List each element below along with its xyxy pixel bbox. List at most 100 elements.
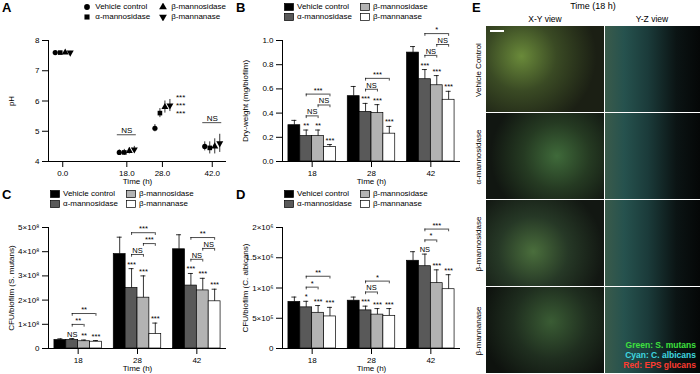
svg-text:3×10⁸: 3×10⁸ [18,271,39,280]
svg-text:0.6: 0.6 [262,84,274,93]
svg-text:Time (h): Time (h) [123,177,153,186]
svg-text:0.0: 0.0 [262,157,274,166]
svg-text:NS: NS [437,36,447,45]
svg-text:NS: NS [319,96,329,105]
svg-text:***: *** [145,235,154,244]
svg-text:NS: NS [307,107,317,116]
html-text:A: A [2,0,12,15]
svg-text:***: *** [373,300,382,309]
svg-text:NS: NS [121,126,132,135]
svg-text:*: * [311,279,314,288]
svg-text:***: *** [326,298,335,307]
svg-text:NS: NS [366,283,376,292]
svg-text:5: 5 [35,127,40,136]
svg-text:***: *** [127,260,136,269]
svg-text:4: 4 [35,157,40,166]
svg-text:***: *** [151,314,160,323]
svg-text:0: 0 [269,344,274,353]
svg-text:0.8: 0.8 [262,60,274,69]
svg-text:0.4: 0.4 [262,109,274,118]
svg-text:1.5×10⁶: 1.5×10⁶ [245,253,274,263]
svg-text:18: 18 [308,169,317,178]
svg-text:NS: NS [203,240,213,249]
svg-text:18: 18 [74,356,83,365]
html-text:X-Y view: X-Y view [528,14,562,24]
svg-text:***: *** [176,109,185,118]
svg-text:NS: NS [67,330,77,339]
svg-text:**: ** [315,121,321,130]
svg-text:28.0: 28.0 [155,169,171,178]
svg-text:Time (h): Time (h) [357,177,387,186]
svg-text:***: *** [432,261,441,270]
svg-text:***: *** [139,267,148,276]
svg-text:***: *** [361,94,370,103]
svg-text:***: *** [139,224,148,233]
svg-text:*: * [376,273,379,282]
svg-text:***: *** [176,93,185,102]
svg-text:5×10⁵: 5×10⁵ [252,314,273,323]
svg-text:***: *** [326,136,335,145]
svg-text:***: *** [432,67,441,76]
svg-text:***: *** [432,221,441,230]
svg-text:***: *** [444,82,453,91]
svg-text:***: *** [176,101,185,110]
svg-text:*: * [429,231,432,240]
svg-text:***: *** [210,280,219,289]
svg-text:***: *** [314,297,323,306]
svg-text:7: 7 [35,66,40,75]
svg-text:42: 42 [426,356,435,365]
svg-text:**: ** [200,229,206,238]
svg-text:0: 0 [35,344,40,353]
svg-text:*: * [305,292,308,301]
svg-text:NS: NS [207,114,218,123]
svg-text:***: *** [444,266,453,275]
svg-text:***: *** [198,269,207,278]
svg-text:***: *** [187,264,196,273]
svg-text:NS: NS [366,81,376,90]
svg-text:***: *** [92,332,101,341]
svg-text:42: 42 [426,169,435,178]
svg-text:***: *** [385,300,394,309]
svg-text:Time (h): Time (h) [357,364,387,373]
svg-text:1.0: 1.0 [262,36,274,45]
svg-text:0.2: 0.2 [262,133,274,142]
html-text:B: B [236,0,246,15]
svg-text:18: 18 [308,356,317,365]
svg-text:1×10⁸: 1×10⁸ [18,320,39,329]
svg-text:2×10⁶: 2×10⁶ [252,223,273,232]
svg-text:CFU/biofilm (S. mutans): CFU/biofilm (S. mutans) [7,245,16,331]
svg-text:Time (h): Time (h) [123,364,153,373]
svg-text:**: ** [303,121,309,130]
html-text:D: D [236,187,246,202]
svg-text:**: ** [75,316,81,325]
svg-text:***: *** [385,117,394,126]
svg-text:**: ** [81,331,87,340]
svg-text:0.0: 0.0 [57,169,69,178]
html-text:C: C [2,187,12,202]
svg-text:NS: NS [132,246,142,255]
svg-text:***: *** [314,86,323,95]
svg-text:18.0: 18.0 [119,169,135,179]
svg-text:**: ** [315,268,321,277]
svg-text:NS: NS [420,245,430,254]
svg-text:*: * [435,25,438,34]
svg-text:5×10⁸: 5×10⁸ [18,223,39,232]
svg-text:pH: pH [7,96,16,106]
svg-text:***: *** [373,70,382,79]
svg-text:***: *** [373,96,382,105]
svg-text:42.0: 42.0 [204,169,220,178]
svg-text:4×10⁸: 4×10⁸ [18,247,39,256]
svg-text:1×10⁶: 1×10⁶ [252,284,273,293]
svg-text:***: *** [421,61,430,70]
svg-text:8: 8 [35,36,40,45]
svg-text:***: *** [361,297,370,306]
svg-text:2×10⁸: 2×10⁸ [18,296,39,305]
svg-text:NS: NS [192,251,202,260]
svg-text:6: 6 [35,97,40,106]
svg-text:42: 42 [192,356,201,365]
svg-text:**: ** [81,305,87,314]
html-text:Time (18 h): Time (18 h) [570,1,616,11]
svg-text:NS: NS [426,47,436,56]
svg-text:CFU/biofilm (C. albicans): CFU/biofilm (C. albicans) [241,243,250,332]
svg-text:Dry-weight (mg/biofilm): Dry-weight (mg/biofilm) [241,60,250,143]
